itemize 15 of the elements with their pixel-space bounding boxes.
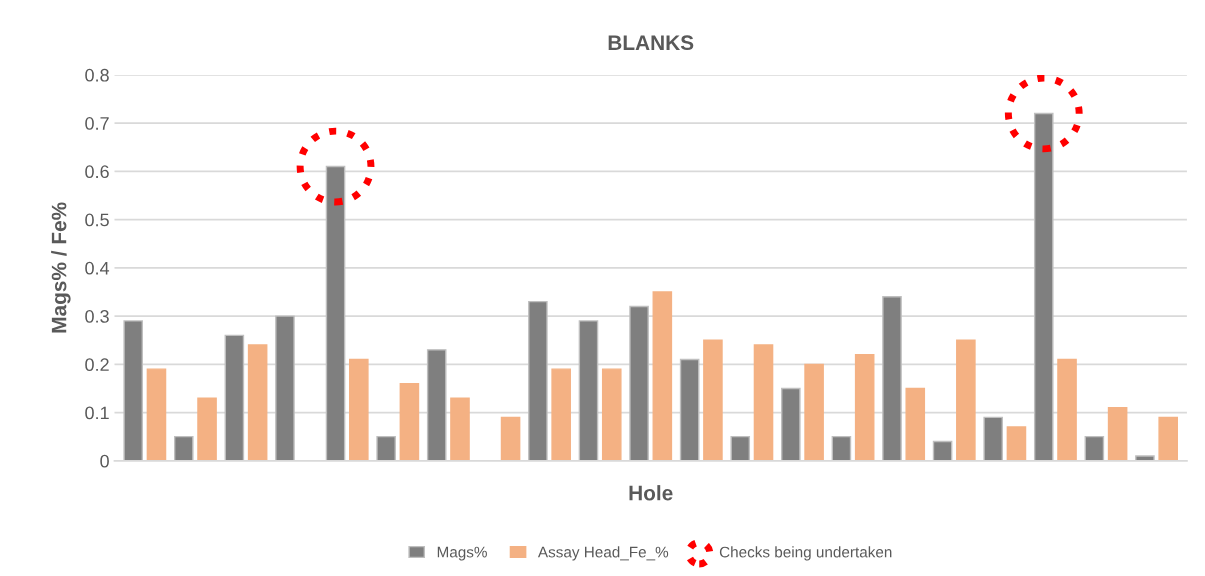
y-tick-label: 0.1 xyxy=(85,406,109,420)
y-tick-label: 0.8 xyxy=(85,68,109,82)
y-tick-label: 0.5 xyxy=(85,213,109,227)
y-tick-label: 0.2 xyxy=(85,358,109,372)
x-axis-title: Hole xyxy=(629,485,673,501)
y-tick-label: 0.6 xyxy=(85,165,109,179)
chart-title: BLANKS xyxy=(608,35,694,51)
legend-label: Assay Head_Fe_% xyxy=(537,546,669,561)
y-axis-title: Mags% / Fe% xyxy=(51,202,71,333)
y-tick-label: 0.3 xyxy=(85,310,109,323)
legend-label: Mags% xyxy=(437,546,487,561)
legend-label: Checks being undertaken xyxy=(719,546,892,561)
y-tick-label: 0 xyxy=(100,454,109,468)
y-tick-label: 0.7 xyxy=(85,117,109,130)
y-tick-label: 0.4 xyxy=(85,261,110,275)
